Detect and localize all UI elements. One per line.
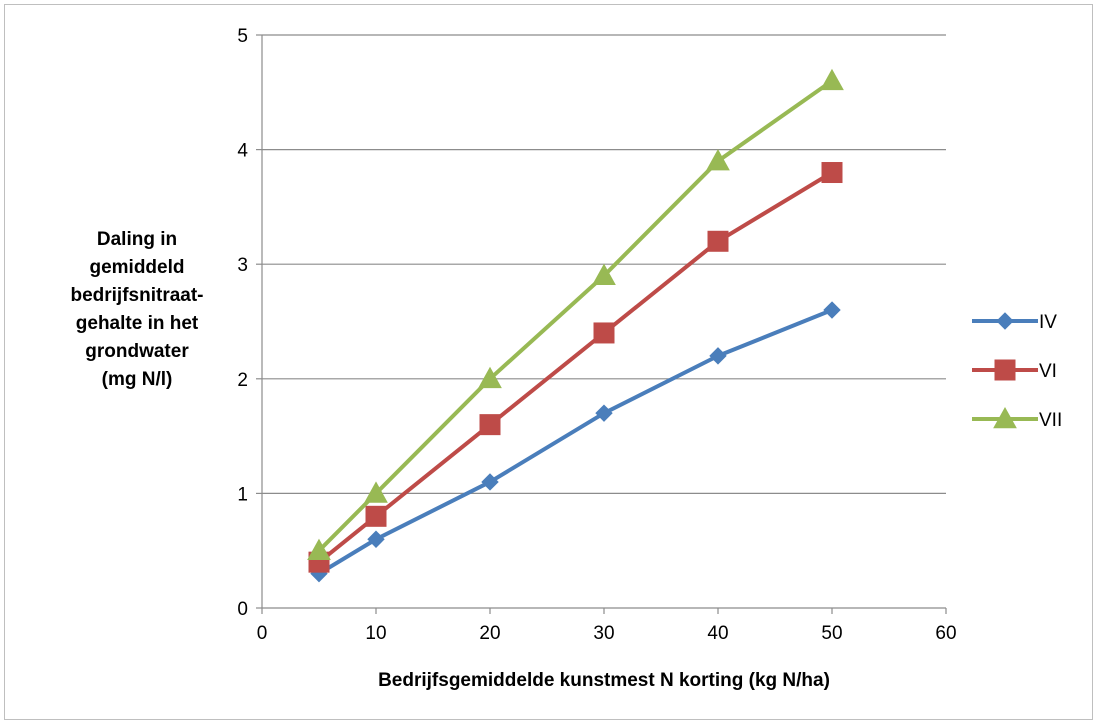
x-axis-label: Bedrijfsgemiddelde kunstmest N korting (… <box>378 670 830 691</box>
x-tick-label-20: 20 <box>479 623 500 644</box>
y-tick-label-5: 5 <box>237 26 248 47</box>
x-tick-label-0: 0 <box>257 623 268 644</box>
y-tick-label-1: 1 <box>237 484 248 505</box>
series-line-iv <box>317 308 833 576</box>
point-iv-30 <box>595 404 613 422</box>
x-tick-labels: 0 10 20 30 40 50 60 <box>257 623 957 644</box>
point-vi-30 <box>593 322 615 344</box>
legend-marker-iv <box>996 312 1014 330</box>
legend-label-vi: VI <box>1039 361 1057 382</box>
y-tick-labels: 0 1 2 3 4 5 <box>237 26 248 620</box>
point-vii-20 <box>478 366 502 389</box>
y-axis-label: Daling in gemiddeld bedrijfsnitraat- geh… <box>70 229 204 390</box>
x-tick-label-60: 60 <box>935 623 956 644</box>
point-vii-10 <box>364 481 388 503</box>
legend-label-vii: VII <box>1039 410 1062 431</box>
legend-marker-vi <box>994 359 1016 381</box>
point-vii-5 <box>307 538 331 560</box>
point-vii-40 <box>706 149 730 171</box>
point-vi-20 <box>479 414 501 436</box>
point-vi-10 <box>365 505 387 527</box>
point-iv-50 <box>823 301 841 319</box>
point-vi-40 <box>707 230 729 252</box>
point-vi-50 <box>821 162 843 184</box>
chart-frame <box>4 4 1093 720</box>
point-vii-30 <box>592 263 616 285</box>
point-iv-40 <box>709 347 727 365</box>
point-iv-10 <box>367 530 385 548</box>
y-tick-label-3: 3 <box>237 255 248 276</box>
axes <box>256 34 947 614</box>
legend-label-iv: IV <box>1039 312 1057 333</box>
x-tick-label-50: 50 <box>821 623 842 644</box>
x-tick-label-40: 40 <box>707 623 728 644</box>
legend-marker-vii <box>993 406 1017 429</box>
x-tick-label-10: 10 <box>365 623 386 644</box>
point-iv-20 <box>481 473 499 491</box>
y-tick-label-0: 0 <box>237 599 248 620</box>
point-vii-50 <box>820 68 844 91</box>
legend: IV VI VII <box>972 312 1062 431</box>
series-line-vii <box>317 79 834 553</box>
series-line-vi <box>317 170 834 564</box>
y-tick-label-4: 4 <box>237 141 248 162</box>
y-tick-label-2: 2 <box>237 370 248 391</box>
series-group <box>307 68 844 583</box>
x-tick-label-30: 30 <box>593 623 614 644</box>
